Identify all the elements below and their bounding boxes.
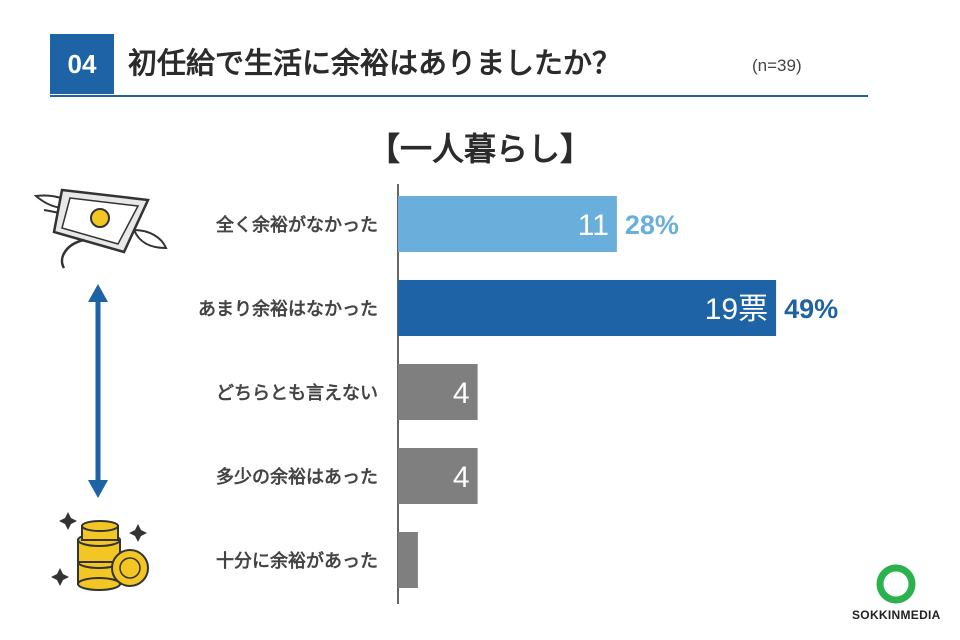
bar xyxy=(398,448,478,504)
sokkinmedia-logo-icon xyxy=(876,564,916,604)
question-number-badge: 04 xyxy=(50,34,114,94)
bar xyxy=(398,196,617,252)
value-label: 11 xyxy=(578,209,609,242)
bar xyxy=(398,532,418,588)
percent-label: 49% xyxy=(784,294,838,324)
logo-text: SOKKINMEDIA xyxy=(852,608,941,622)
category-label: 十分に余裕があった xyxy=(216,550,378,572)
question-title: 初任給で生活に余裕はありましたか？ xyxy=(128,46,622,80)
value-label: 4 xyxy=(453,461,470,494)
coins-icon xyxy=(51,512,149,591)
header-underline xyxy=(50,95,868,97)
bar xyxy=(398,364,478,420)
bar xyxy=(398,280,777,336)
value-label: 4 xyxy=(453,377,470,410)
category-label: どちらとも言えない xyxy=(216,382,378,404)
double-arrow-icon xyxy=(88,284,108,498)
chart-subtitle: 【一人暮らし】 xyxy=(367,130,592,168)
value-label: 1 xyxy=(428,545,445,578)
percent-label: 28% xyxy=(625,210,679,240)
category-label: あまり余裕はなかった xyxy=(198,298,378,320)
category-label: 全く余裕がなかった xyxy=(215,214,378,236)
flying-money-icon xyxy=(33,188,168,269)
value-label: 19票 xyxy=(705,293,768,326)
sample-size-label: (n=39) xyxy=(752,56,802,75)
category-label: 多少の余裕はあった xyxy=(216,466,378,488)
